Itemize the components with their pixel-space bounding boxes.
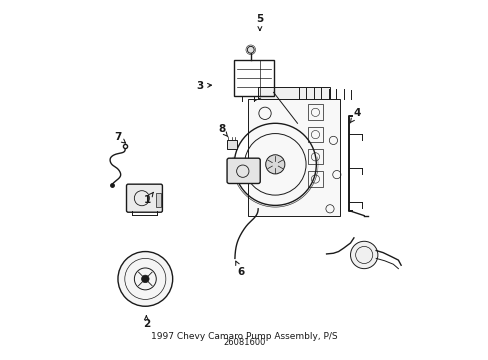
- FancyBboxPatch shape: [126, 184, 162, 212]
- Circle shape: [265, 155, 285, 174]
- Circle shape: [141, 275, 149, 283]
- Text: 1997 Chevy Camaro Pump Assembly, P/S: 1997 Chevy Camaro Pump Assembly, P/S: [151, 332, 337, 341]
- Bar: [307, 149, 323, 164]
- Text: 26081600: 26081600: [223, 338, 265, 347]
- Bar: [247, 99, 340, 216]
- Bar: [226, 140, 237, 149]
- Circle shape: [350, 241, 377, 269]
- Text: 5: 5: [256, 14, 263, 31]
- Circle shape: [118, 252, 172, 306]
- Bar: [307, 171, 323, 186]
- Bar: [307, 127, 323, 142]
- Bar: [156, 193, 160, 207]
- Text: 7: 7: [114, 132, 125, 143]
- Text: 2: 2: [142, 316, 150, 329]
- Bar: [307, 104, 323, 120]
- FancyBboxPatch shape: [226, 158, 260, 184]
- Text: 4: 4: [349, 108, 360, 123]
- Bar: [234, 60, 273, 96]
- Text: 8: 8: [218, 125, 227, 137]
- Text: 1: 1: [143, 192, 153, 205]
- Bar: [258, 87, 329, 99]
- Text: 3: 3: [196, 81, 211, 91]
- Circle shape: [247, 46, 254, 53]
- Text: 6: 6: [235, 261, 244, 277]
